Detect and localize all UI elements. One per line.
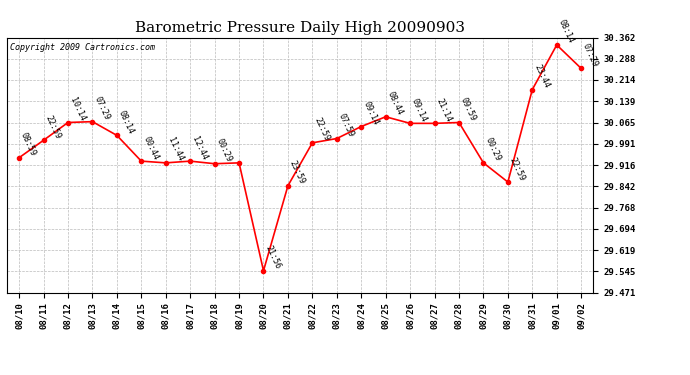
Text: 09:14: 09:14 (362, 100, 380, 126)
Text: 08:14: 08:14 (557, 18, 575, 45)
Text: 23:44: 23:44 (532, 63, 551, 90)
Text: 11:44: 11:44 (166, 136, 184, 163)
Text: 08:59: 08:59 (19, 131, 38, 158)
Title: Barometric Pressure Daily High 20090903: Barometric Pressure Daily High 20090903 (135, 21, 465, 35)
Text: 21:56: 21:56 (264, 244, 282, 271)
Text: 09:14: 09:14 (410, 97, 429, 123)
Text: 00:29: 00:29 (484, 136, 502, 163)
Text: 08:44: 08:44 (386, 90, 404, 117)
Text: 22:59: 22:59 (43, 114, 62, 140)
Text: 00:44: 00:44 (141, 135, 160, 161)
Text: 09:59: 09:59 (459, 96, 477, 123)
Text: 00:29: 00:29 (215, 137, 233, 164)
Text: 08:14: 08:14 (117, 109, 136, 135)
Text: 21:14: 21:14 (435, 97, 453, 123)
Text: 07:29: 07:29 (92, 95, 111, 122)
Text: 12:44: 12:44 (190, 135, 209, 161)
Text: 23:59: 23:59 (288, 159, 306, 186)
Text: Copyright 2009 Cartronics.com: Copyright 2009 Cartronics.com (10, 43, 155, 52)
Text: 22:59: 22:59 (313, 116, 331, 143)
Text: 22:59: 22:59 (508, 156, 526, 182)
Text: 07:29: 07:29 (581, 42, 600, 68)
Text: 10:14: 10:14 (68, 96, 87, 123)
Text: 07:59: 07:59 (337, 112, 355, 138)
